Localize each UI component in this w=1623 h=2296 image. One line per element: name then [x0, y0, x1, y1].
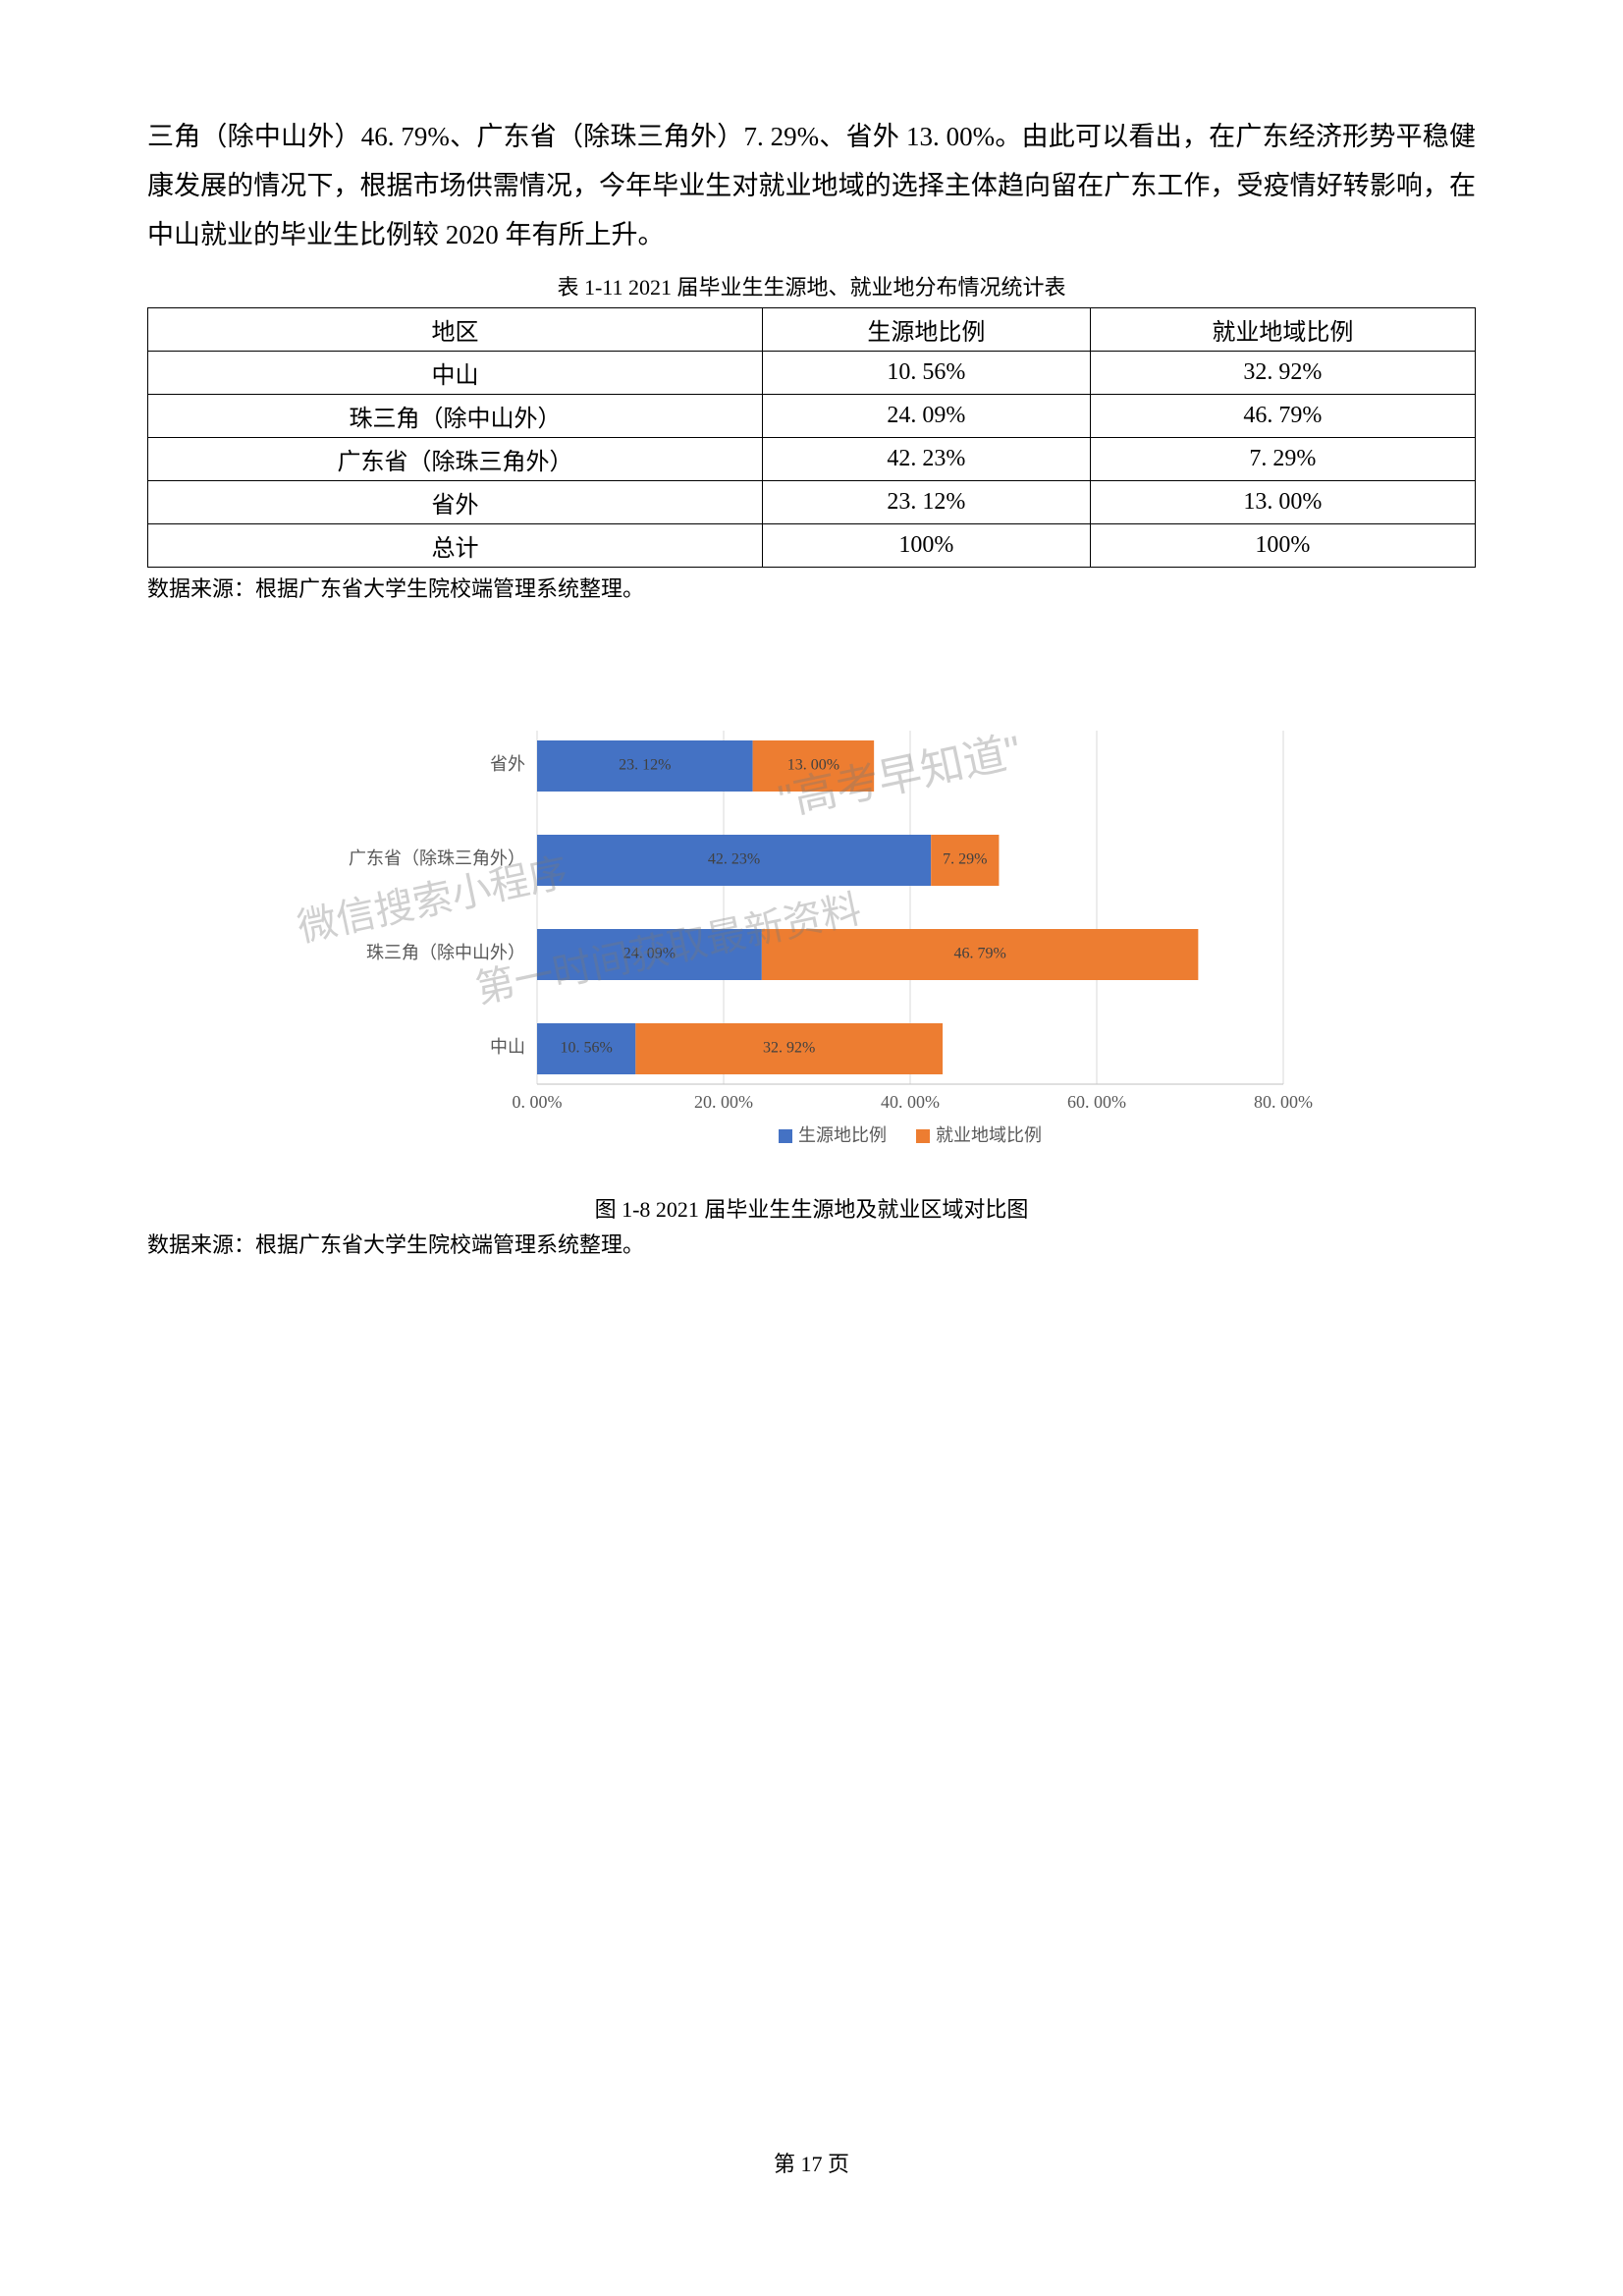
svg-text:23. 12%: 23. 12%: [619, 756, 671, 773]
svg-text:40. 00%: 40. 00%: [881, 1092, 940, 1112]
svg-text:32. 92%: 32. 92%: [763, 1039, 815, 1056]
svg-text:42. 23%: 42. 23%: [707, 850, 759, 867]
svg-text:省外: 省外: [490, 754, 525, 774]
table-cell: 23. 12%: [763, 480, 1091, 523]
table-row: 省外23. 12%13. 00%: [148, 480, 1476, 523]
table-row: 广东省（除珠三角外）42. 23%7. 29%: [148, 437, 1476, 480]
table-cell: 42. 23%: [763, 437, 1091, 480]
table-cell: 24. 09%: [763, 394, 1091, 437]
table-header-cell: 地区: [148, 307, 763, 351]
table-row: 总计100%100%: [148, 523, 1476, 567]
table-header-cell: 生源地比例: [763, 307, 1091, 351]
svg-text:中山: 中山: [490, 1037, 525, 1057]
table-header-cell: 就业地域比例: [1090, 307, 1475, 351]
svg-text:20. 00%: 20. 00%: [694, 1092, 753, 1112]
table-cell: 总计: [148, 523, 763, 567]
bar-chart: 0. 00% 20. 00% 40. 00% 60. 00% 80. 00% 省外 23. …: [301, 711, 1323, 1173]
svg-text:13. 00%: 13. 00%: [786, 756, 839, 773]
table-cell: 省外: [148, 480, 763, 523]
svg-text:46. 79%: 46. 79%: [953, 945, 1005, 961]
svg-text:7. 29%: 7. 29%: [943, 850, 987, 867]
table-cell: 100%: [763, 523, 1091, 567]
svg-text:0. 00%: 0. 00%: [512, 1092, 562, 1112]
table-row: 中山10. 56%32. 92%: [148, 351, 1476, 394]
table-source-note: 数据来源：根据广东省大学生院校端管理系统整理。: [147, 572, 1476, 603]
chart-source-note: 数据来源：根据广东省大学生院校端管理系统整理。: [147, 1228, 1476, 1259]
svg-text:广东省（除珠三角外）: 广东省（除珠三角外）: [349, 848, 525, 868]
chart-container: 0. 00% 20. 00% 40. 00% 60. 00% 80. 00% 省外 23. …: [147, 711, 1476, 1173]
table-cell: 广东省（除珠三角外）: [148, 437, 763, 480]
table-cell: 10. 56%: [763, 351, 1091, 394]
table-cell: 32. 92%: [1090, 351, 1475, 394]
table-cell: 46. 79%: [1090, 394, 1475, 437]
table-cell: 7. 29%: [1090, 437, 1475, 480]
table-cell: 13. 00%: [1090, 480, 1475, 523]
svg-text:珠三角（除中山外）: 珠三角（除中山外）: [366, 943, 525, 962]
table-header-row: 地区 生源地比例 就业地域比例: [148, 307, 1476, 351]
table-row: 珠三角（除中山外）24. 09%46. 79%: [148, 394, 1476, 437]
svg-text:生源地比例: 生源地比例: [798, 1125, 887, 1145]
table-title: 表 1-11 2021 届毕业生生源地、就业地分布情况统计表: [147, 270, 1476, 301]
table-cell: 100%: [1090, 523, 1475, 567]
table-cell: 中山: [148, 351, 763, 394]
svg-text:10. 56%: 10. 56%: [560, 1039, 612, 1056]
page-number: 第 17 页: [0, 2147, 1623, 2178]
svg-text:80. 00%: 80. 00%: [1254, 1092, 1313, 1112]
svg-text:就业地域比例: 就业地域比例: [936, 1125, 1042, 1145]
chart-caption: 图 1-8 2021 届毕业生生源地及就业区域对比图: [147, 1192, 1476, 1224]
svg-text:60. 00%: 60. 00%: [1067, 1092, 1126, 1112]
svg-text:24. 09%: 24. 09%: [622, 945, 675, 961]
table-cell: 珠三角（除中山外）: [148, 394, 763, 437]
body-paragraph: 三角（除中山外）46. 79%、广东省（除珠三角外）7. 29%、省外 13. …: [147, 113, 1476, 260]
distribution-table: 地区 生源地比例 就业地域比例 中山10. 56%32. 92%珠三角（除中山外…: [147, 307, 1476, 568]
